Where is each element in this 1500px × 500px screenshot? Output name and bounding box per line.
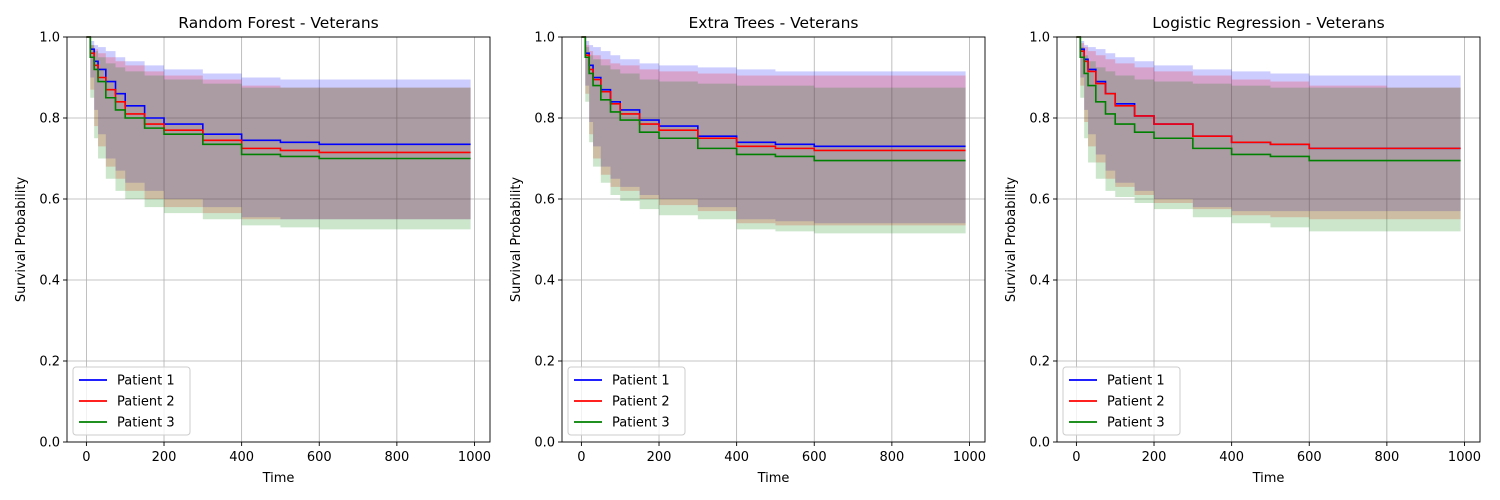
y-tick-label: 0.4	[534, 274, 555, 289]
axes-frame	[1056, 36, 1481, 443]
confidence-band-2	[86, 37, 471, 220]
x-tick-label: 1000	[1448, 450, 1481, 465]
x-tick-label: 400	[1219, 450, 1244, 465]
y-tick-label: 0.4	[1029, 274, 1050, 289]
x-tick-label: 400	[229, 450, 254, 465]
legend-label-3: Patient 3	[117, 416, 175, 431]
legend-box	[72, 366, 191, 436]
confidence-band-3	[581, 37, 966, 234]
legend-box	[1062, 366, 1181, 436]
legend: Patient 1 Patient 2 Patient 3	[1062, 366, 1181, 436]
survival-line-3	[581, 36, 966, 162]
legend-label-1: Patient 1	[612, 374, 670, 389]
subplot-1: 0 200 400 600 800 1000 0.0 0.2 0.4 0.6 0.8 1.0 Rando…	[14, 14, 491, 486]
axes-frame	[561, 36, 986, 443]
survival-line-1	[581, 36, 966, 148]
x-tick-label: 0	[1072, 450, 1080, 465]
y-tick-label: 0.0	[39, 436, 60, 451]
x-tick-label: 800	[384, 450, 409, 465]
subplot-title: Random Forest - Veterans	[178, 14, 378, 32]
confidence-band-3	[1076, 37, 1461, 232]
y-tick-label: 1.0	[39, 31, 60, 46]
y-tick-label: 0.6	[534, 193, 555, 208]
x-tick-label: 600	[802, 450, 827, 465]
y-tick-label: 0.6	[1029, 193, 1050, 208]
survival-line-2	[86, 36, 471, 154]
x-tick-label: 200	[1142, 450, 1167, 465]
legend: Patient 1 Patient 2 Patient 3	[72, 366, 191, 436]
x-tick-label: 800	[879, 450, 904, 465]
confidence-band-3	[86, 37, 471, 230]
confidence-band-1	[1076, 37, 1461, 212]
y-axis-label: Survival Probability	[14, 177, 29, 303]
y-tick-label: 0.6	[39, 193, 60, 208]
axes-frame	[66, 36, 491, 443]
y-axis-label: Survival Probability	[1004, 177, 1019, 303]
y-tick-label: 0.8	[1029, 112, 1050, 127]
y-tick-label: 0.0	[534, 436, 555, 451]
x-axis-label: Time	[757, 471, 790, 486]
survival-line-3	[1076, 36, 1461, 162]
x-axis-label: Time	[1252, 471, 1285, 486]
subplot-2: 0 200 400 600 800 1000 0.0 0.2 0.4 0.6 0.8 1.0 Extra…	[509, 14, 986, 486]
confidence-band-2	[1076, 37, 1461, 220]
x-tick-label: 600	[307, 450, 332, 465]
legend-label-2: Patient 2	[1107, 395, 1165, 410]
survival-line-2	[581, 36, 966, 152]
x-tick-label: 600	[1297, 450, 1322, 465]
legend-label-3: Patient 3	[1107, 416, 1165, 431]
legend: Patient 1 Patient 2 Patient 3	[567, 366, 686, 436]
subplot-3: 0 200 400 600 800 1000 0.0 0.2 0.4 0.6 0.8 1.0 Logis…	[1004, 14, 1481, 486]
confidence-band-1	[581, 37, 966, 224]
x-tick-label: 1000	[953, 450, 986, 465]
x-tick-label: 0	[577, 450, 585, 465]
y-tick-label: 1.0	[534, 31, 555, 46]
legend-label-1: Patient 1	[1107, 374, 1165, 389]
y-axis-label: Survival Probability	[509, 177, 524, 303]
y-tick-label: 0.4	[39, 274, 60, 289]
x-tick-label: 200	[152, 450, 177, 465]
x-tick-label: 200	[647, 450, 672, 465]
legend-label-3: Patient 3	[612, 416, 670, 431]
y-tick-label: 0.8	[534, 112, 555, 127]
legend-label-1: Patient 1	[117, 374, 175, 389]
confidence-band-1	[86, 37, 471, 220]
y-tick-label: 1.0	[1029, 31, 1050, 46]
survival-line-2	[1076, 36, 1461, 150]
x-tick-label: 400	[724, 450, 749, 465]
confidence-band-2	[581, 37, 966, 226]
legend-box	[567, 366, 686, 436]
x-tick-label: 0	[82, 450, 90, 465]
y-tick-label: 0.8	[39, 112, 60, 127]
survival-line-1	[86, 36, 471, 146]
legend-label-2: Patient 2	[612, 395, 670, 410]
y-tick-label: 0.0	[1029, 436, 1050, 451]
subplot-title: Extra Trees - Veterans	[689, 14, 859, 32]
y-tick-label: 0.2	[39, 355, 60, 370]
y-tick-label: 0.2	[534, 355, 555, 370]
y-tick-label: 0.2	[1029, 355, 1050, 370]
x-tick-label: 800	[1374, 450, 1399, 465]
x-tick-label: 1000	[458, 450, 491, 465]
subplot-title: Logistic Regression - Veterans	[1152, 14, 1384, 32]
x-axis-label: Time	[262, 471, 295, 486]
survival-line-3	[86, 36, 471, 160]
legend-label-2: Patient 2	[117, 395, 175, 410]
